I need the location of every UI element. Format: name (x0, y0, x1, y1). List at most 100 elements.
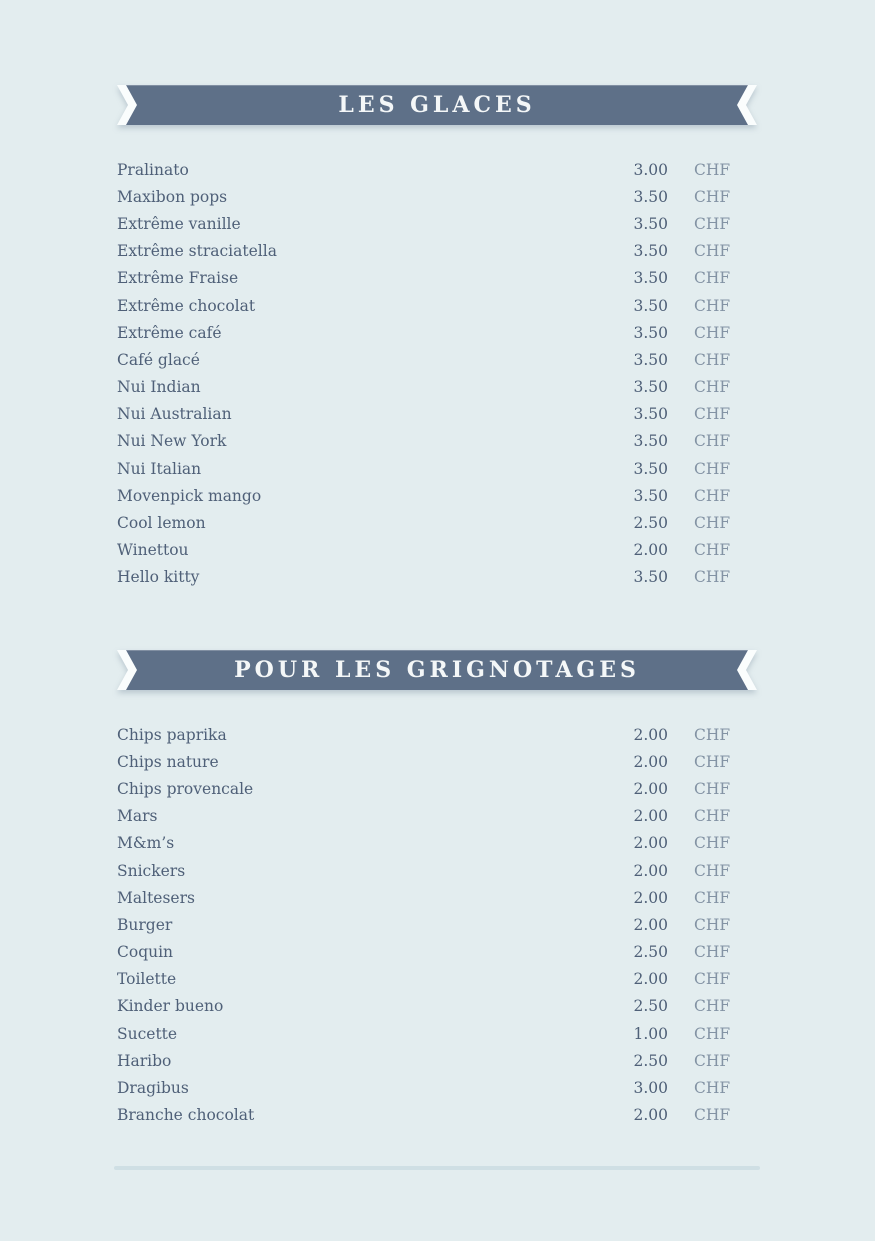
item-currency: CHF (694, 725, 731, 744)
item-price: 2.00 (633, 807, 668, 826)
menu-item-row: Mars 2.00 CHF (117, 803, 731, 830)
item-name: Extrême vanille (117, 214, 241, 233)
menu-item-row: Pralinato 3.00 CHF (117, 156, 731, 183)
item-price: 3.50 (633, 378, 668, 397)
section-title-glaces: LES GLACES (338, 92, 536, 118)
item-name: Chips nature (117, 752, 219, 771)
item-currency: CHF (694, 405, 731, 424)
item-price: 3.50 (633, 323, 668, 342)
item-price: 3.50 (633, 405, 668, 424)
item-price: 2.00 (633, 725, 668, 744)
item-price: 2.00 (633, 541, 668, 560)
item-list-grignotages: Chips paprika 2.00 CHF Chips nature 2.00… (117, 721, 731, 1129)
item-name: Nui Australian (117, 405, 232, 424)
item-currency: CHF (694, 1106, 731, 1125)
item-currency: CHF (694, 779, 731, 798)
item-price: 2.00 (633, 752, 668, 771)
item-name: Maxibon pops (117, 187, 228, 206)
item-name: Extrême Fraise (117, 269, 239, 288)
menu-item-row: Nui Indian 3.50 CHF (117, 374, 731, 401)
item-currency: CHF (694, 752, 731, 771)
menu-item-row: Nui Australian 3.50 CHF (117, 401, 731, 428)
item-name: Coquin (117, 943, 174, 962)
item-currency: CHF (694, 943, 731, 962)
item-price: 3.00 (633, 1079, 668, 1098)
item-currency: CHF (694, 214, 731, 233)
item-currency: CHF (694, 970, 731, 989)
menu-item-row: M&m’s 2.00 CHF (117, 830, 731, 857)
item-name: Dragibus (117, 1079, 189, 1098)
menu-item-row: Hello kitty 3.50 CHF (117, 564, 731, 591)
menu-item-row: Dragibus 3.00 CHF (117, 1074, 731, 1101)
item-currency: CHF (694, 1024, 731, 1043)
item-price: 2.00 (633, 970, 668, 989)
menu-item-row: Café glacé 3.50 CHF (117, 346, 731, 373)
item-name: Toilette (117, 970, 177, 989)
item-price: 3.50 (633, 214, 668, 233)
item-name: Pralinato (117, 160, 189, 179)
item-currency: CHF (694, 807, 731, 826)
item-name: Maltesers (117, 888, 195, 907)
item-price: 3.50 (633, 568, 668, 587)
item-price: 2.00 (633, 779, 668, 798)
item-currency: CHF (694, 568, 731, 587)
item-price: 2.50 (633, 943, 668, 962)
section-title-grignotages: POUR LES GRIGNOTAGES (234, 657, 640, 683)
item-price: 2.50 (633, 514, 668, 533)
menu-item-row: Haribo 2.50 CHF (117, 1047, 731, 1074)
menu-item-row: Extrême vanille 3.50 CHF (117, 210, 731, 237)
section-banner-grignotages: POUR LES GRIGNOTAGES (117, 650, 757, 690)
item-price: 2.00 (633, 888, 668, 907)
item-name: Burger (117, 915, 173, 934)
item-name: Nui New York (117, 432, 227, 451)
ribbon-front: LES GLACES (126, 85, 748, 125)
menu-item-row: Extrême straciatella 3.50 CHF (117, 238, 731, 265)
menu-item-row: Branche chocolat 2.00 CHF (117, 1102, 731, 1129)
item-currency: CHF (694, 514, 731, 533)
menu-item-row: Coquin 2.50 CHF (117, 939, 731, 966)
menu-item-row: Chips provencale 2.00 CHF (117, 775, 731, 802)
item-price: 2.50 (633, 1051, 668, 1070)
item-name: Winettou (117, 541, 189, 560)
menu-item-row: Maltesers 2.00 CHF (117, 884, 731, 911)
item-currency: CHF (694, 997, 731, 1016)
item-name: Extrême café (117, 323, 222, 342)
item-price: 3.50 (633, 187, 668, 206)
item-name: M&m’s (117, 834, 175, 853)
bottom-divider (114, 1166, 760, 1170)
item-name: Chips paprika (117, 725, 227, 744)
item-currency: CHF (694, 432, 731, 451)
item-currency: CHF (694, 296, 731, 315)
menu-item-row: Movenpick mango 3.50 CHF (117, 482, 731, 509)
menu-item-row: Extrême Fraise 3.50 CHF (117, 265, 731, 292)
item-name: Sucette (117, 1024, 178, 1043)
ribbon-front: POUR LES GRIGNOTAGES (126, 650, 748, 690)
item-price: 2.00 (633, 861, 668, 880)
item-price: 3.50 (633, 242, 668, 261)
item-currency: CHF (694, 888, 731, 907)
menu-item-row: Sucette 1.00 CHF (117, 1020, 731, 1047)
item-currency: CHF (694, 323, 731, 342)
menu-item-row: Kinder bueno 2.50 CHF (117, 993, 731, 1020)
item-price: 3.50 (633, 486, 668, 505)
item-name: Haribo (117, 1051, 172, 1070)
item-name: Extrême straciatella (117, 242, 277, 261)
item-price: 2.50 (633, 997, 668, 1016)
menu-item-row: Winettou 2.00 CHF (117, 537, 731, 564)
menu-item-row: Extrême chocolat 3.50 CHF (117, 292, 731, 319)
item-currency: CHF (694, 861, 731, 880)
item-currency: CHF (694, 378, 731, 397)
item-price: 3.50 (633, 350, 668, 369)
item-currency: CHF (694, 486, 731, 505)
item-price: 3.50 (633, 269, 668, 288)
item-name: Nui Italian (117, 459, 202, 478)
item-price: 3.50 (633, 459, 668, 478)
item-currency: CHF (694, 459, 731, 478)
item-name: Snickers (117, 861, 186, 880)
item-currency: CHF (694, 1051, 731, 1070)
item-name: Kinder bueno (117, 997, 224, 1016)
menu-item-row: Nui Italian 3.50 CHF (117, 455, 731, 482)
item-name: Cool lemon (117, 514, 206, 533)
item-name: Branche chocolat (117, 1106, 255, 1125)
